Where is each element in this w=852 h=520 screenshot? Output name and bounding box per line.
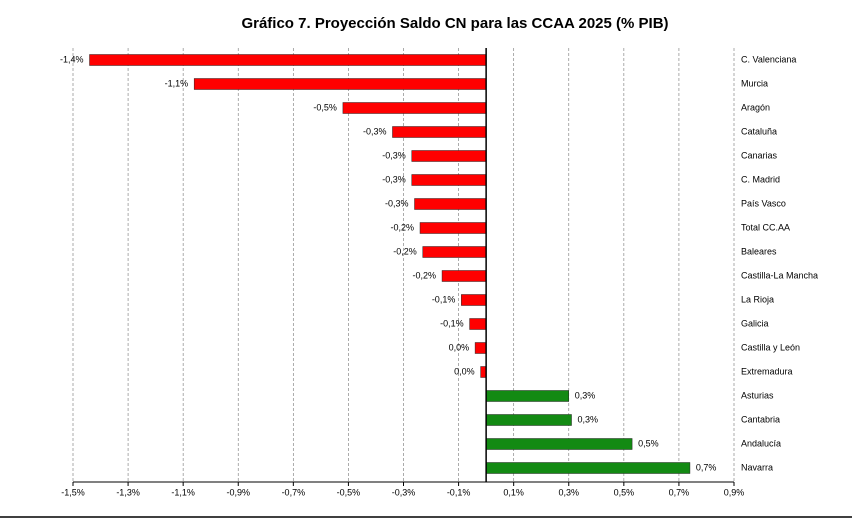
category-label: La Rioja [741, 294, 774, 304]
category-label: Cantabria [741, 414, 780, 424]
x-tick-label: 0,9% [724, 487, 745, 497]
bar [414, 198, 487, 210]
x-tick-label: -0,7% [282, 487, 306, 497]
value-label: 0,0% [454, 366, 475, 376]
value-label: 0,5% [638, 438, 659, 448]
category-label: Aragón [741, 102, 770, 112]
x-tick-label: -0,9% [226, 487, 250, 497]
category-label: Cataluña [741, 126, 777, 136]
value-label: -0,3% [382, 174, 406, 184]
x-tick-label: 0,5% [614, 487, 635, 497]
bar [469, 318, 487, 330]
bar [461, 294, 487, 306]
x-tick-label: -0,1% [447, 487, 471, 497]
category-label: Andalucía [741, 438, 781, 448]
category-label: Navarra [741, 462, 773, 472]
value-label: -0,3% [385, 198, 409, 208]
bar [485, 462, 691, 474]
value-label: -0,5% [313, 102, 337, 112]
category-label: C. Madrid [741, 174, 780, 184]
x-tick-label: 0,3% [558, 487, 579, 497]
bar [485, 390, 569, 402]
value-label: 0,0% [449, 342, 470, 352]
bar [411, 150, 487, 162]
category-label: Castilla-La Mancha [741, 270, 818, 280]
value-label: -0,1% [432, 294, 456, 304]
bar [392, 126, 487, 138]
value-label: -0,1% [440, 318, 464, 328]
value-label: -0,3% [382, 150, 406, 160]
category-label: C. Valenciana [741, 54, 796, 64]
value-label: -1,1% [165, 78, 189, 88]
bar [441, 270, 487, 282]
x-tick-label: -1,1% [171, 487, 195, 497]
bar [193, 78, 487, 90]
x-tick-label: -0,5% [337, 487, 361, 497]
category-label: Castilla y León [741, 342, 800, 352]
bar [89, 54, 487, 66]
bar [480, 366, 487, 378]
value-label: -0,2% [393, 246, 417, 256]
bar [411, 174, 487, 186]
value-label: -1,4% [60, 54, 84, 64]
bar [485, 414, 572, 426]
bar [342, 102, 487, 114]
bar [419, 222, 487, 234]
value-label: -0,3% [363, 126, 387, 136]
category-label: País Vasco [741, 198, 786, 208]
chart-title: Gráfico 7. Proyección Saldo CN para las … [241, 15, 668, 32]
bar [422, 246, 487, 258]
bar [474, 342, 487, 354]
value-label: 0,3% [575, 390, 596, 400]
value-label: -0,2% [413, 270, 437, 280]
x-tick-label: -0,3% [392, 487, 416, 497]
x-tick-label: -1,5% [61, 487, 85, 497]
x-tick-label: 0,1% [503, 487, 524, 497]
value-label: 0,7% [696, 462, 717, 472]
category-label: Baleares [741, 246, 777, 256]
bar [485, 438, 633, 450]
category-label: Murcia [741, 78, 768, 88]
category-label: Canarias [741, 150, 778, 160]
category-label: Asturias [741, 390, 774, 400]
category-label: Galicia [741, 318, 769, 328]
x-tick-label: -1,3% [116, 487, 140, 497]
value-label: -0,2% [391, 222, 415, 232]
x-tick-label: 0,7% [669, 487, 690, 497]
category-label: Total CC.AA [741, 222, 790, 232]
value-label: 0,3% [578, 414, 599, 424]
category-label: Extremadura [741, 366, 793, 376]
